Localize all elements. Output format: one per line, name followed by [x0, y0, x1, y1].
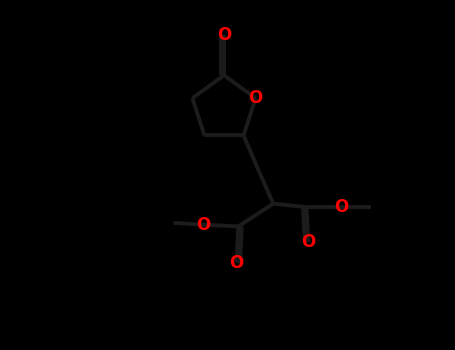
Text: O: O	[248, 89, 263, 107]
Text: O: O	[334, 198, 349, 216]
Text: O: O	[217, 26, 231, 44]
Text: O: O	[301, 233, 315, 251]
Text: O: O	[196, 216, 210, 234]
Text: O: O	[229, 254, 244, 272]
